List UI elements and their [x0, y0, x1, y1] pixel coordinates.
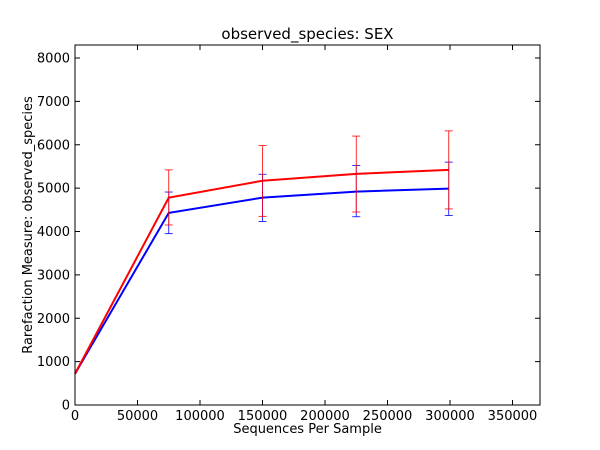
y-tick-label: 0	[62, 399, 70, 414]
y-tick-label: 1000	[37, 355, 70, 370]
series-line-0	[74, 168, 449, 375]
x-tick-label: 300000	[425, 409, 475, 424]
series-layer	[74, 130, 453, 375]
y-tick-label: 5000	[37, 182, 70, 197]
y-axis-label: Rarefaction Measure: observed_species	[21, 96, 36, 354]
chart-title: observed_species: SEX	[221, 25, 393, 44]
x-axis-label: Sequences Per Sample	[233, 422, 382, 437]
y-tick-label: 2000	[37, 312, 70, 327]
x-tick-label: 0	[71, 409, 79, 424]
y-tick-label: 3000	[37, 268, 70, 283]
y-tick-label: 4000	[37, 225, 70, 240]
x-tick-label: 50000	[117, 409, 158, 424]
x-tick-label: 100000	[175, 409, 225, 424]
x-tick-label: 350000	[488, 409, 538, 424]
y-tick-label: 8000	[37, 52, 70, 67]
x-tick-label: 150000	[238, 409, 288, 424]
x-tick-label: 200000	[300, 409, 350, 424]
plot-frame	[74, 44, 541, 406]
ticks-layer: 0 50000 100000 150000 200000 250000 300000 3500…	[37, 45, 540, 424]
y-tick-label: 7000	[37, 95, 70, 110]
y-tick-label: 6000	[37, 138, 70, 153]
x-tick-label: 250000	[363, 409, 413, 424]
